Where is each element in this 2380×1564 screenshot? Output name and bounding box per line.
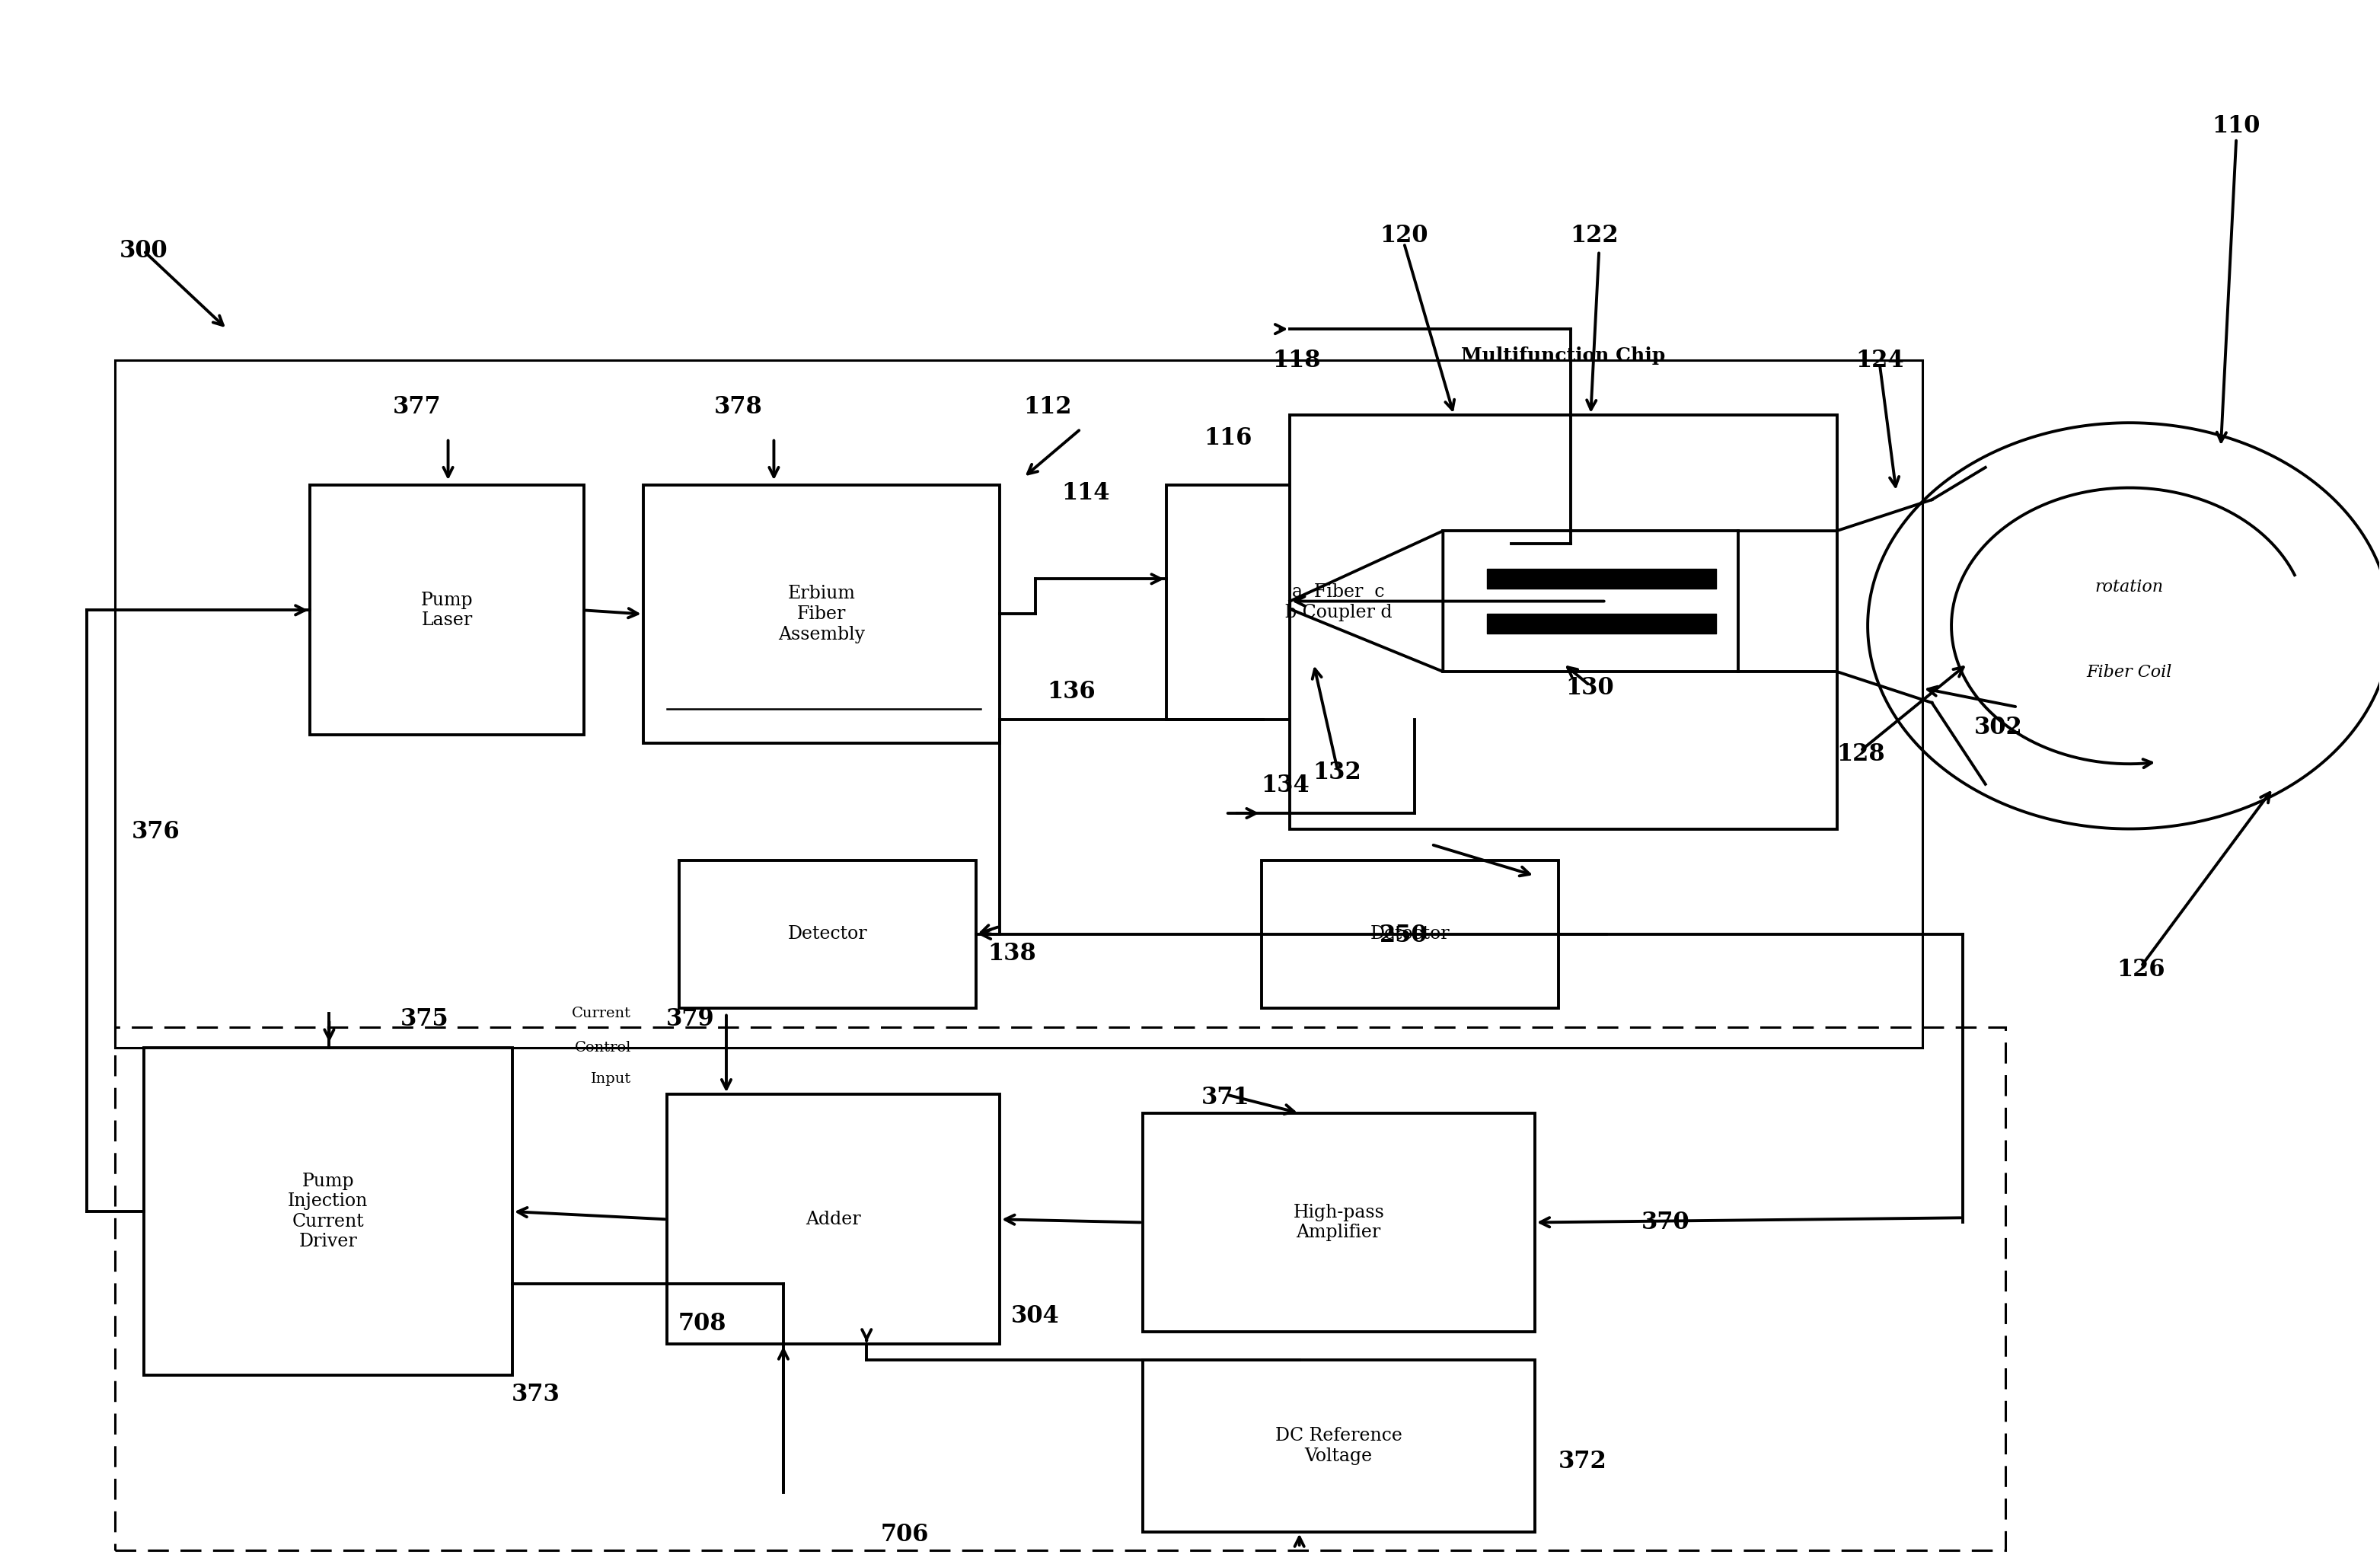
Text: 134: 134 xyxy=(1261,773,1309,798)
Text: Current: Current xyxy=(571,1006,631,1020)
Bar xyxy=(1290,414,1837,829)
Text: 118: 118 xyxy=(1273,349,1321,372)
Text: Detector: Detector xyxy=(788,926,866,943)
Text: 371: 371 xyxy=(1202,1085,1250,1109)
Text: 304: 304 xyxy=(1012,1304,1059,1328)
Text: Adder: Adder xyxy=(807,1211,862,1228)
Text: 250: 250 xyxy=(1380,923,1428,946)
Text: 375: 375 xyxy=(400,1007,447,1031)
Bar xyxy=(1166,485,1511,719)
Bar xyxy=(309,485,583,735)
Text: Fiber Coil: Fiber Coil xyxy=(2087,665,2173,680)
Text: 373: 373 xyxy=(512,1383,559,1406)
Text: Control: Control xyxy=(574,1040,631,1054)
Text: Detector: Detector xyxy=(1371,926,1449,943)
Text: a  Fiber  c
b Coupler d: a Fiber c b Coupler d xyxy=(1285,583,1392,621)
Text: 377: 377 xyxy=(393,396,440,419)
Text: Pump
Laser: Pump Laser xyxy=(421,591,474,629)
Bar xyxy=(143,1048,512,1375)
Text: rotation: rotation xyxy=(2094,579,2163,596)
Text: 378: 378 xyxy=(714,396,762,419)
Text: 136: 136 xyxy=(1047,680,1095,704)
Bar xyxy=(1142,1114,1535,1333)
Text: 120: 120 xyxy=(1380,224,1428,247)
Text: 376: 376 xyxy=(131,820,181,845)
Text: 372: 372 xyxy=(1559,1450,1607,1473)
Bar xyxy=(114,360,1923,1048)
Text: 116: 116 xyxy=(1204,427,1252,450)
Bar xyxy=(678,860,976,1009)
Text: 130: 130 xyxy=(1566,677,1614,701)
Text: 128: 128 xyxy=(1837,741,1885,766)
Text: DC Reference
Voltage: DC Reference Voltage xyxy=(1276,1426,1402,1464)
Text: 114: 114 xyxy=(1061,482,1109,505)
Text: 112: 112 xyxy=(1023,396,1071,419)
Text: High-pass
Amplifier: High-pass Amplifier xyxy=(1292,1204,1385,1242)
Text: 708: 708 xyxy=(678,1312,726,1336)
Text: 110: 110 xyxy=(2211,114,2261,138)
Bar xyxy=(666,1095,1000,1345)
Text: 126: 126 xyxy=(2116,957,2166,981)
Text: 706: 706 xyxy=(881,1523,928,1547)
Text: 370: 370 xyxy=(1642,1211,1690,1234)
Text: 302: 302 xyxy=(1975,716,2023,740)
Text: 379: 379 xyxy=(666,1007,714,1031)
Text: 122: 122 xyxy=(1571,224,1618,247)
Text: Input: Input xyxy=(590,1071,631,1085)
Text: Pump
Injection
Current
Driver: Pump Injection Current Driver xyxy=(288,1173,369,1251)
Bar xyxy=(1261,860,1559,1009)
Text: Multifunction Chip: Multifunction Chip xyxy=(1461,347,1666,364)
Text: 124: 124 xyxy=(1856,349,1904,372)
Text: 138: 138 xyxy=(988,942,1035,965)
Bar xyxy=(643,485,1000,743)
Bar xyxy=(114,1028,2006,1550)
Text: Erbium
Fiber
Assembly: Erbium Fiber Assembly xyxy=(778,585,864,643)
Text: 300: 300 xyxy=(119,239,169,263)
Bar xyxy=(1142,1359,1535,1531)
Text: 132: 132 xyxy=(1314,760,1361,785)
